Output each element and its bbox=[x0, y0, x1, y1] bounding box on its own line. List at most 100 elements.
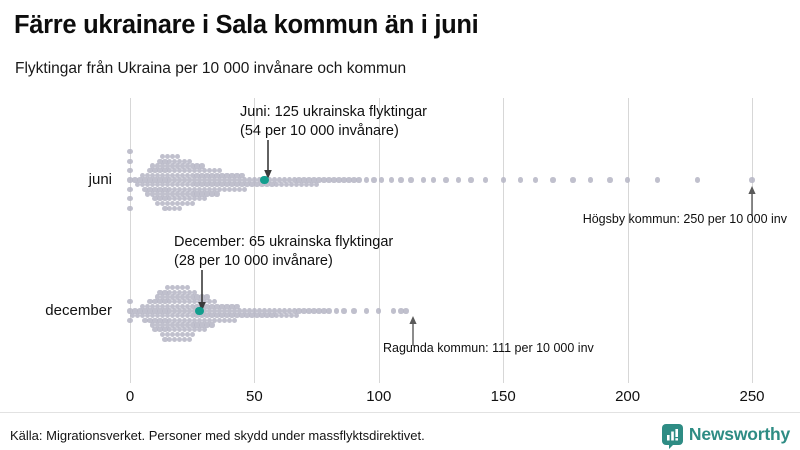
data-point bbox=[189, 294, 195, 300]
brand-logo: Newsworthy bbox=[661, 424, 790, 449]
data-point bbox=[152, 196, 158, 202]
data-point bbox=[149, 163, 156, 169]
data-point bbox=[152, 298, 158, 305]
data-point bbox=[149, 313, 156, 319]
data-point bbox=[214, 191, 220, 197]
data-point bbox=[157, 308, 163, 314]
data-point bbox=[191, 196, 198, 202]
data-point bbox=[206, 186, 213, 193]
data-point bbox=[206, 177, 213, 183]
data-point bbox=[164, 322, 170, 328]
data-point bbox=[196, 177, 203, 183]
data-point bbox=[139, 303, 146, 309]
data-point bbox=[184, 200, 190, 207]
data-point bbox=[144, 182, 151, 188]
data-point bbox=[191, 317, 198, 324]
data-point bbox=[157, 327, 163, 333]
data-point bbox=[264, 182, 270, 188]
data-point bbox=[226, 317, 233, 324]
data-point bbox=[134, 313, 141, 319]
data-point bbox=[162, 289, 168, 295]
data-point bbox=[184, 182, 190, 188]
data-point bbox=[336, 177, 342, 183]
data-point bbox=[184, 303, 190, 309]
source-note: Källa: Migrationsverket. Personer med sk… bbox=[10, 428, 425, 443]
data-point bbox=[306, 308, 312, 314]
data-point bbox=[162, 196, 168, 202]
data-point bbox=[154, 322, 161, 328]
data-point bbox=[182, 186, 188, 193]
data-point bbox=[154, 294, 161, 300]
data-point bbox=[231, 317, 238, 324]
data-point bbox=[174, 303, 180, 309]
data-point bbox=[266, 177, 273, 183]
data-point bbox=[182, 308, 188, 314]
data-point bbox=[159, 172, 166, 178]
annotation-ragunda-label: Ragunda kommun: 111 per 10 000 inv bbox=[383, 341, 594, 355]
data-point bbox=[231, 308, 238, 314]
data-point bbox=[289, 313, 295, 319]
data-point bbox=[184, 284, 190, 291]
data-point bbox=[289, 182, 295, 188]
data-point bbox=[398, 177, 404, 183]
data-point bbox=[189, 172, 195, 178]
data-point bbox=[261, 308, 268, 314]
data-point bbox=[331, 177, 337, 183]
data-point bbox=[271, 308, 277, 314]
data-point bbox=[624, 177, 631, 183]
data-point bbox=[468, 177, 474, 183]
data-point bbox=[216, 177, 223, 183]
annotation-hogsby-arrow bbox=[748, 186, 756, 216]
data-point bbox=[214, 303, 220, 309]
data-point bbox=[219, 182, 225, 188]
data-point bbox=[301, 308, 307, 314]
data-point bbox=[341, 177, 347, 183]
data-point bbox=[204, 294, 210, 300]
data-point bbox=[201, 298, 208, 305]
data-point bbox=[174, 322, 180, 328]
data-point bbox=[159, 191, 166, 197]
data-point bbox=[162, 158, 168, 164]
data-point bbox=[443, 177, 449, 183]
data-point bbox=[259, 313, 265, 319]
data-point bbox=[152, 177, 158, 183]
data-point bbox=[177, 186, 183, 193]
data-point bbox=[174, 182, 180, 188]
data-point bbox=[209, 322, 215, 328]
data-point bbox=[224, 313, 230, 319]
data-point bbox=[206, 317, 213, 324]
data-point bbox=[303, 182, 310, 188]
data-point bbox=[388, 177, 394, 183]
data-point bbox=[177, 177, 183, 183]
gridline bbox=[130, 98, 131, 383]
data-point bbox=[169, 284, 175, 291]
data-point bbox=[376, 308, 382, 314]
data-point bbox=[179, 284, 185, 291]
data-point bbox=[179, 322, 185, 328]
gridline bbox=[378, 98, 380, 383]
data-point bbox=[184, 294, 190, 300]
data-point bbox=[147, 317, 153, 324]
data-point bbox=[194, 313, 200, 319]
data-point bbox=[177, 336, 183, 342]
data-point bbox=[154, 182, 161, 188]
annotation-december-line2: (28 per 10 000 invånare) bbox=[174, 253, 333, 269]
data-point bbox=[187, 327, 193, 333]
data-point bbox=[269, 182, 275, 188]
data-point bbox=[159, 313, 166, 319]
highlighted-data-point bbox=[259, 175, 269, 185]
data-point bbox=[169, 153, 175, 160]
data-point bbox=[167, 167, 173, 174]
data-point bbox=[167, 336, 173, 342]
data-point bbox=[129, 313, 136, 319]
data-point bbox=[211, 317, 218, 324]
data-point bbox=[219, 313, 225, 319]
data-point bbox=[301, 177, 307, 183]
data-point bbox=[209, 313, 215, 319]
data-point bbox=[194, 303, 200, 309]
data-point bbox=[182, 327, 188, 333]
data-point bbox=[191, 327, 198, 333]
data-point bbox=[169, 331, 175, 338]
data-point bbox=[187, 298, 193, 305]
data-point bbox=[201, 327, 208, 333]
